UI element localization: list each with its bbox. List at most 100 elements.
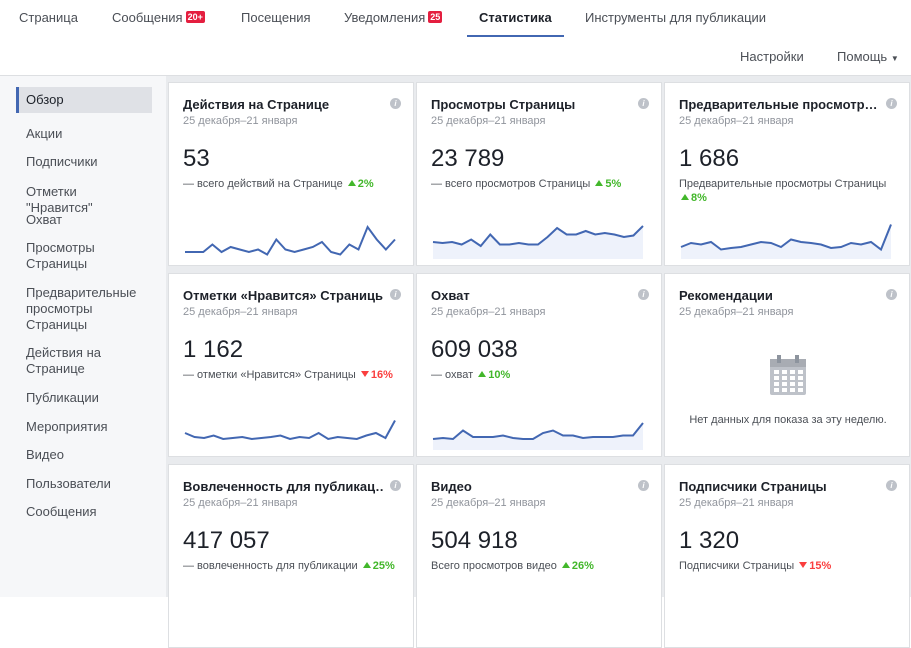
insight-card[interactable]: Охват i 25 декабря–21 января 609 038 — охват…: [416, 273, 662, 457]
change-value: 16%: [370, 369, 393, 381]
info-icon[interactable]: i: [638, 98, 649, 109]
nav-tab[interactable]: Инструменты для публикации: [585, 0, 766, 35]
card-date: 25 декабря–21 января: [183, 497, 298, 509]
change: 8%: [679, 192, 707, 204]
nav-tab[interactable]: Уведомления 25: [344, 0, 443, 35]
info-icon[interactable]: i: [886, 480, 897, 491]
insight-card[interactable]: Вовлеченность для публикац… i 25 декабря–2…: [168, 464, 414, 648]
change: 10%: [476, 369, 510, 381]
empty-message: Нет данных для показа за эту неделю.: [689, 414, 887, 426]
trend-arrow: [362, 562, 371, 568]
card-subtitle: Предварительные просмотры Страницы 8%: [679, 177, 897, 205]
insight-card[interactable]: Действия на Странице i 25 декабря–21 январ…: [168, 82, 414, 266]
sidebar-item[interactable]: Действия на Странице: [26, 345, 101, 376]
sidebar-item[interactable]: Сообщения: [26, 504, 97, 519]
tab-label: Страница: [19, 10, 78, 25]
sparkline-chart: [432, 422, 644, 450]
card-title: Отметки «Нравится» Страницы: [183, 288, 383, 303]
nav-tab[interactable]: Сообщения 20+: [112, 0, 205, 35]
sparkline: [184, 420, 396, 441]
sidebar-item[interactable]: Подписчики: [26, 154, 98, 169]
trend-arrow: [595, 180, 604, 186]
trend-arrow: [799, 562, 808, 568]
nav-tab[interactable]: Статистика: [467, 0, 564, 37]
sidebar-item[interactable]: Публикации: [26, 390, 99, 405]
sidebar-item[interactable]: Предварительные просмотры Страницы: [26, 285, 137, 332]
card-value: 23 789: [431, 145, 505, 172]
tab-label: Уведомления: [344, 10, 426, 25]
tab-badge: 20+: [185, 11, 205, 23]
sparkline: [432, 225, 644, 248]
tab-badge: 25: [428, 11, 443, 23]
card-date: 25 декабря–21 января: [431, 306, 546, 318]
sidebar-item[interactable]: Охват: [26, 212, 63, 227]
change-value: 15%: [809, 560, 832, 572]
change: 15%: [797, 560, 831, 572]
card-date: 25 декабря–21 января: [679, 497, 794, 509]
change: 2%: [346, 178, 374, 190]
calendar-icon: [770, 355, 806, 395]
sparkline-chart: [680, 224, 892, 259]
info-icon[interactable]: i: [390, 98, 401, 109]
sidebar-item[interactable]: Обзор: [16, 87, 152, 113]
info-icon[interactable]: i: [638, 289, 649, 300]
card-date: 25 декабря–21 января: [183, 306, 298, 318]
card-value: 609 038: [431, 336, 518, 363]
card-title: Действия на Странице: [183, 97, 330, 112]
insight-card[interactable]: Рекомендации i 25 декабря–21 января Нет дан…: [664, 273, 910, 457]
insight-card[interactable]: Просмотры Страницы i 25 декабря–21 января 2…: [416, 82, 662, 266]
tab-label: Инструменты для публикации: [585, 10, 767, 25]
card-title: Рекомендации: [679, 288, 773, 303]
card-title: Предварительные просмотр…: [679, 97, 878, 112]
sidebar-item[interactable]: Пользователи: [26, 476, 111, 491]
card-date: 25 декабря–21 января: [679, 306, 794, 318]
sparkline: [185, 224, 396, 256]
sparkline: [432, 422, 644, 441]
nav-tab[interactable]: Посещения: [241, 0, 311, 35]
sparkline-chart: [184, 420, 396, 441]
top-nav: Страница Сообщения 20+ Посещения Уведомления…: [0, 0, 911, 37]
card-title: Просмотры Страницы: [431, 97, 576, 112]
sparkline: [680, 224, 892, 252]
card-value: 53: [183, 145, 210, 172]
card-subtitle: — отметки «Нравится» Страницы 16%: [183, 368, 401, 382]
change-value: 25%: [372, 560, 395, 572]
help-text: Помощь: [837, 49, 888, 64]
sparkline-area: [681, 224, 891, 259]
change-value: 26%: [571, 560, 594, 572]
sidebar-item[interactable]: Просмотры Страницы: [26, 240, 95, 271]
insight-card[interactable]: Предварительные просмотр… i 25 декабря–21 …: [664, 82, 910, 266]
card-value: 417 057: [183, 527, 270, 554]
card-title: Вовлеченность для публикац…: [183, 479, 383, 494]
insight-card[interactable]: Отметки «Нравится» Страницы i 25 декабря–2…: [168, 273, 414, 457]
subtitle-text: — вовлеченность для публикации: [183, 560, 358, 572]
sidebar-item[interactable]: Видео: [26, 447, 64, 462]
sidebar: Обзор Акции Подписчики Отметки "Нравится" Ох…: [0, 76, 166, 597]
insight-card[interactable]: Подписчики Страницы i 25 декабря–21 января…: [664, 464, 910, 648]
info-icon[interactable]: i: [390, 289, 401, 300]
card-title: Видео: [431, 479, 472, 494]
settings-link[interactable]: Настройки: [740, 49, 804, 64]
card-subtitle: — всего просмотров Страницы 5%: [431, 177, 649, 191]
card-subtitle: Всего просмотров видео 26%: [431, 559, 649, 573]
tab-label: Посещения: [241, 10, 311, 25]
sidebar-item[interactable]: Акции: [26, 126, 63, 141]
help-link[interactable]: Помощь ▼: [837, 49, 899, 64]
nav-tab[interactable]: Страница: [19, 0, 78, 35]
info-icon[interactable]: i: [886, 289, 897, 300]
sidebar-item[interactable]: Отметки "Нравится": [26, 184, 93, 215]
card-subtitle: — вовлеченность для публикации 25%: [183, 559, 401, 573]
subtitle-text: Предварительные просмотры Страницы: [679, 178, 887, 190]
card-subtitle: — охват 10%: [431, 368, 649, 382]
insight-card[interactable]: Видео i 25 декабря–21 января 504 918 Всего п…: [416, 464, 662, 648]
change: 25%: [361, 560, 395, 572]
card-title: Подписчики Страницы: [679, 479, 827, 494]
info-icon[interactable]: i: [638, 480, 649, 491]
subtitle-text: Подписчики Страницы: [679, 560, 795, 572]
sidebar-item[interactable]: Мероприятия: [26, 419, 108, 434]
info-icon[interactable]: i: [886, 98, 897, 109]
tab-label: Сообщения: [112, 10, 183, 25]
card-date: 25 декабря–21 января: [431, 497, 546, 509]
info-icon[interactable]: i: [390, 480, 401, 491]
